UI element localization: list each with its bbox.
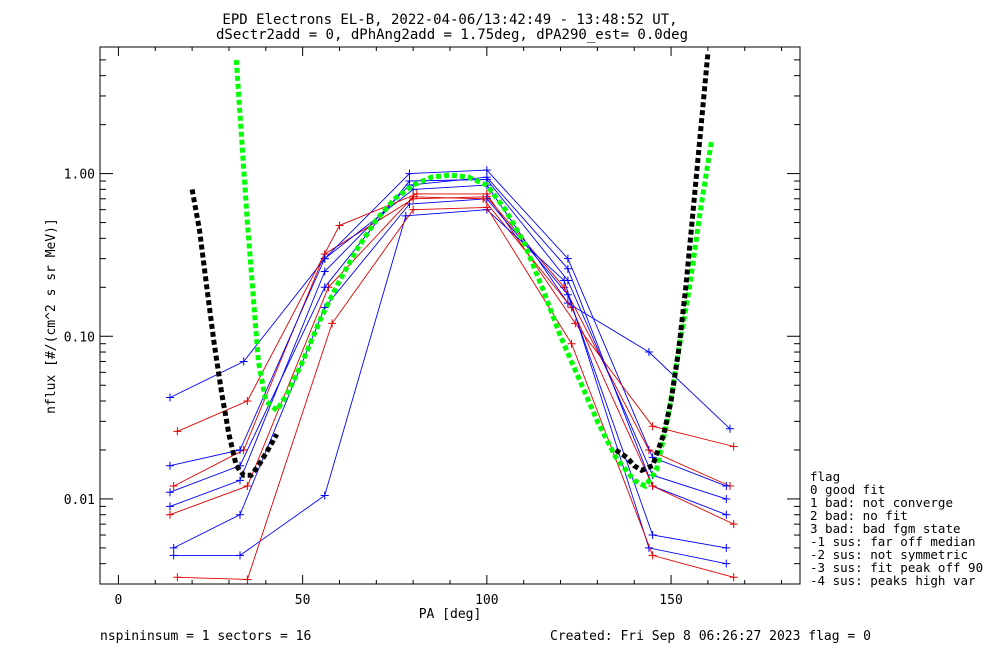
data-point xyxy=(726,424,734,433)
y-tick-label: 1.00 xyxy=(64,168,95,183)
y-axis-label: nflux [#/(cm^2 s sr MeV)] xyxy=(44,218,59,414)
data-point xyxy=(335,221,344,230)
data-point xyxy=(173,427,182,436)
flag-legend-item: 0 good fit xyxy=(810,482,885,497)
chart-title-line-2: dSectr2add = 0, dPhAng2add = 1.75deg, dP… xyxy=(216,27,688,43)
data-point xyxy=(729,573,738,582)
data-point xyxy=(722,494,731,503)
data-point xyxy=(729,442,738,451)
flag-legend-item: -4 sus: peaks high var xyxy=(810,573,976,588)
x-tick-label: 100 xyxy=(475,593,498,608)
data-point xyxy=(166,461,174,470)
series-line xyxy=(169,169,727,487)
data-point xyxy=(563,264,572,273)
axis-layer: 0 50 100 150 0.01 0.10 1.00 xyxy=(64,46,800,608)
series-line xyxy=(169,196,734,525)
data-point xyxy=(729,520,738,529)
data-point xyxy=(166,488,174,497)
series-line xyxy=(177,206,734,580)
data-point xyxy=(243,575,252,584)
data-point xyxy=(405,177,414,186)
data-point xyxy=(409,205,418,214)
data-point xyxy=(722,482,731,491)
data-point xyxy=(320,283,329,292)
data-point xyxy=(173,573,182,582)
series-line xyxy=(169,179,727,500)
data-point xyxy=(243,482,252,491)
data-point xyxy=(567,339,576,348)
data-point xyxy=(648,482,657,491)
black-fit-curve xyxy=(189,188,279,478)
data-point xyxy=(722,510,731,519)
y-tick-label: 0.01 xyxy=(64,493,95,508)
x-tick-label: 50 xyxy=(295,593,311,608)
data-point xyxy=(722,559,731,568)
flag-legend-item: 3 bad: bad fgm state xyxy=(810,521,961,536)
x-tick-label: 150 xyxy=(659,593,682,608)
data-point xyxy=(166,510,174,519)
series-line xyxy=(173,198,727,549)
flag-legend-item: -1 sus: far off median xyxy=(810,534,976,549)
data-point xyxy=(409,192,418,201)
data-point xyxy=(169,482,178,491)
data-point xyxy=(479,194,488,203)
data-point xyxy=(563,276,572,285)
y-tick-label: 0.10 xyxy=(64,330,95,345)
series-layer xyxy=(166,166,738,584)
data-point xyxy=(328,319,337,328)
data-point xyxy=(239,357,248,366)
data-point xyxy=(482,166,491,175)
data-point xyxy=(648,551,657,560)
data-point xyxy=(722,543,731,552)
data-point xyxy=(166,393,174,402)
data-point xyxy=(320,267,329,276)
data-point xyxy=(243,396,252,405)
flag-legend: flag 0 good fit 1 bad: not converge 2 ba… xyxy=(810,469,983,588)
footer-right: Created: Fri Sep 8 06:26:27 2023 flag = … xyxy=(550,629,871,644)
flag-legend-item: 1 bad: not converge xyxy=(810,495,953,510)
data-point xyxy=(405,169,414,178)
data-point xyxy=(320,491,329,500)
series-line xyxy=(173,209,727,565)
data-point xyxy=(236,551,244,560)
series-line xyxy=(169,176,727,516)
series-line xyxy=(169,184,731,430)
flag-legend-item: -2 sus: not symmetric xyxy=(810,547,968,562)
data-point xyxy=(644,348,653,357)
data-point xyxy=(236,476,244,485)
data-point xyxy=(648,531,657,540)
data-point xyxy=(169,551,178,560)
fit-layer xyxy=(189,52,715,490)
plot-frame xyxy=(99,46,801,585)
data-point xyxy=(648,422,657,431)
footer-left: nspininsum = 1 sectors = 16 xyxy=(100,629,311,644)
flag-legend-item: 2 bad: no fit xyxy=(810,508,908,523)
data-point xyxy=(236,510,244,519)
flag-legend-item: -3 sus: fit peak off 90 xyxy=(810,560,983,575)
data-point xyxy=(482,175,491,184)
data-point xyxy=(166,502,174,511)
x-axis-label: PA [deg] xyxy=(419,607,482,622)
data-point xyxy=(482,203,491,212)
chart-title-line-1: EPD Electrons EL-B, 2022-04-06/13:42:49 … xyxy=(222,12,677,28)
data-point xyxy=(169,543,178,552)
flag-legend-title: flag xyxy=(810,469,840,484)
plot-area xyxy=(99,46,801,585)
data-point xyxy=(236,445,244,454)
x-tick-label: 0 xyxy=(115,593,123,608)
data-point xyxy=(563,254,572,263)
green-fit-curve xyxy=(233,59,715,490)
